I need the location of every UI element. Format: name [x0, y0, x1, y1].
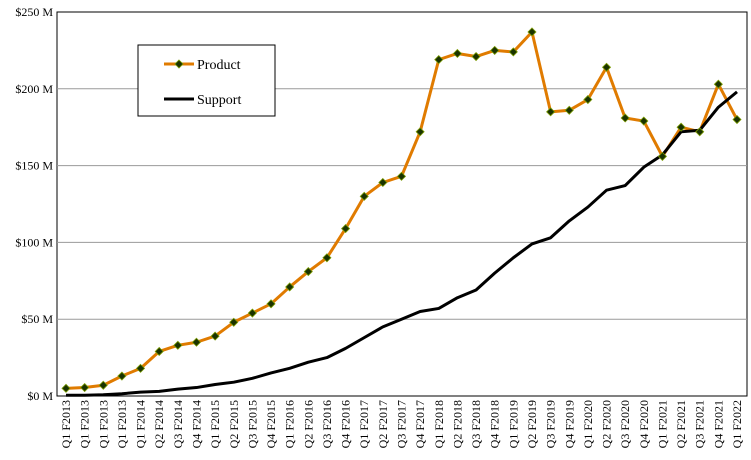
data-point-product — [341, 224, 351, 234]
data-point-product — [452, 48, 462, 59]
x-tick-label: Q1 F2020 — [581, 400, 595, 448]
data-point-product — [98, 380, 108, 390]
x-tick-label: Q2 F2021 — [674, 400, 688, 448]
data-point-product — [247, 308, 257, 318]
data-point-product — [135, 363, 146, 373]
x-tick-label: Q1 F2022 — [730, 400, 744, 448]
data-point-product — [378, 177, 388, 188]
data-point-product — [322, 253, 332, 263]
x-tick-label: Q3 F2014 — [171, 400, 185, 448]
legend-box — [137, 44, 276, 117]
x-tick-label: Q4 F2020 — [637, 400, 651, 448]
x-tick-label: Q1 F2017 — [357, 400, 371, 448]
y-tick-label: $250 M — [15, 5, 53, 19]
data-point-product — [695, 127, 705, 137]
x-tick-label: Q2 F2015 — [227, 400, 241, 448]
data-point-product — [490, 45, 500, 55]
data-point-product — [564, 105, 574, 115]
data-point-product — [303, 267, 313, 277]
x-tick-label: Q3 F2020 — [618, 400, 632, 448]
y-tick-label: $100 M — [15, 235, 53, 249]
x-tick-label: Q1 F2014 — [134, 400, 148, 448]
data-point-product — [639, 116, 649, 126]
x-tick-label: Q4 F2018 — [488, 400, 502, 448]
x-tick-label: Q3 F2015 — [245, 400, 259, 448]
legend-support-label: Support — [197, 93, 241, 108]
data-point-product — [620, 113, 630, 123]
y-tick-label: $0 M — [27, 389, 53, 403]
data-point-product — [508, 47, 518, 57]
x-tick-label: Q3 F2016 — [320, 400, 334, 448]
data-point-product — [117, 371, 127, 381]
data-point-product — [266, 299, 276, 309]
x-tick-label: Q4 F2017 — [413, 400, 427, 448]
data-point-product — [415, 127, 425, 137]
y-axis-ticks: $0 M $50 M $100 M $150 M $200 M $250 M — [15, 5, 53, 403]
x-tick-label: Q4 F2015 — [264, 400, 278, 448]
x-tick-label: Q1 F2019 — [506, 400, 520, 448]
data-point-product — [61, 383, 71, 393]
x-tick-label: Q1 F2016 — [283, 400, 297, 448]
x-tick-label: Q2 F2016 — [301, 400, 315, 448]
data-point-product — [210, 331, 220, 341]
data-point-product — [732, 114, 742, 125]
x-tick-label: Q3 F2021 — [693, 400, 707, 448]
x-tick-label: Q1 F2013 — [59, 400, 73, 448]
x-tick-label: Q1 F2013 — [78, 400, 92, 448]
data-point-product — [396, 171, 407, 181]
data-point-product — [657, 151, 668, 161]
x-tick-label: Q1 F2018 — [432, 400, 446, 448]
x-tick-label: Q2 F2020 — [600, 400, 614, 448]
x-tick-label: Q4 F2019 — [562, 400, 576, 448]
x-tick-label: Q1 F2021 — [655, 400, 669, 448]
data-point-product — [173, 340, 183, 350]
legend-product-label: Product — [197, 58, 241, 73]
x-tick-label: Q2 F2019 — [525, 400, 539, 448]
data-point-product — [229, 317, 239, 327]
data-point-product — [191, 337, 202, 347]
data-point-product — [713, 79, 723, 89]
x-tick-label: Q4 F2014 — [189, 400, 203, 448]
series-markers — [61, 27, 742, 393]
x-tick-label: Q2 F2014 — [152, 400, 166, 448]
data-point-product — [601, 62, 612, 72]
data-point-product — [583, 94, 593, 105]
x-tick-label: Q3 F2018 — [469, 400, 483, 448]
data-point-product — [546, 107, 556, 117]
x-tick-label: Q2 F2018 — [450, 400, 464, 448]
x-tick-label: Q3 F2019 — [544, 400, 558, 448]
x-tick-label: Q1 F2015 — [208, 400, 222, 448]
data-point-product — [471, 51, 481, 62]
x-tick-label: Q4 F2021 — [711, 400, 725, 448]
y-tick-label: $50 M — [21, 312, 53, 326]
x-tick-label: Q2 F2017 — [376, 400, 390, 448]
legend: Product Support — [137, 44, 276, 117]
x-axis-ticks: Q1 F2013 Q1 F2013 Q1 F2013 Q1 F2013 Q1 F2014… — [59, 400, 744, 448]
y-tick-label: $150 M — [15, 159, 53, 173]
x-tick-label: Q4 F2016 — [339, 400, 353, 448]
data-point-product — [434, 55, 444, 65]
data-point-product — [359, 191, 369, 201]
legend-product-marker — [174, 59, 184, 69]
x-tick-label: Q1 F2013 — [96, 400, 110, 448]
x-tick-label: Q1 F2013 — [115, 400, 129, 448]
data-point-product — [676, 122, 686, 132]
data-point-product — [527, 27, 537, 37]
data-point-product — [154, 346, 164, 357]
data-point-product — [285, 282, 295, 292]
y-tick-label: $200 M — [15, 82, 53, 96]
x-tick-label: Q3 F2017 — [395, 400, 409, 448]
series-line-support — [66, 90, 738, 397]
data-point-product — [80, 382, 90, 393]
